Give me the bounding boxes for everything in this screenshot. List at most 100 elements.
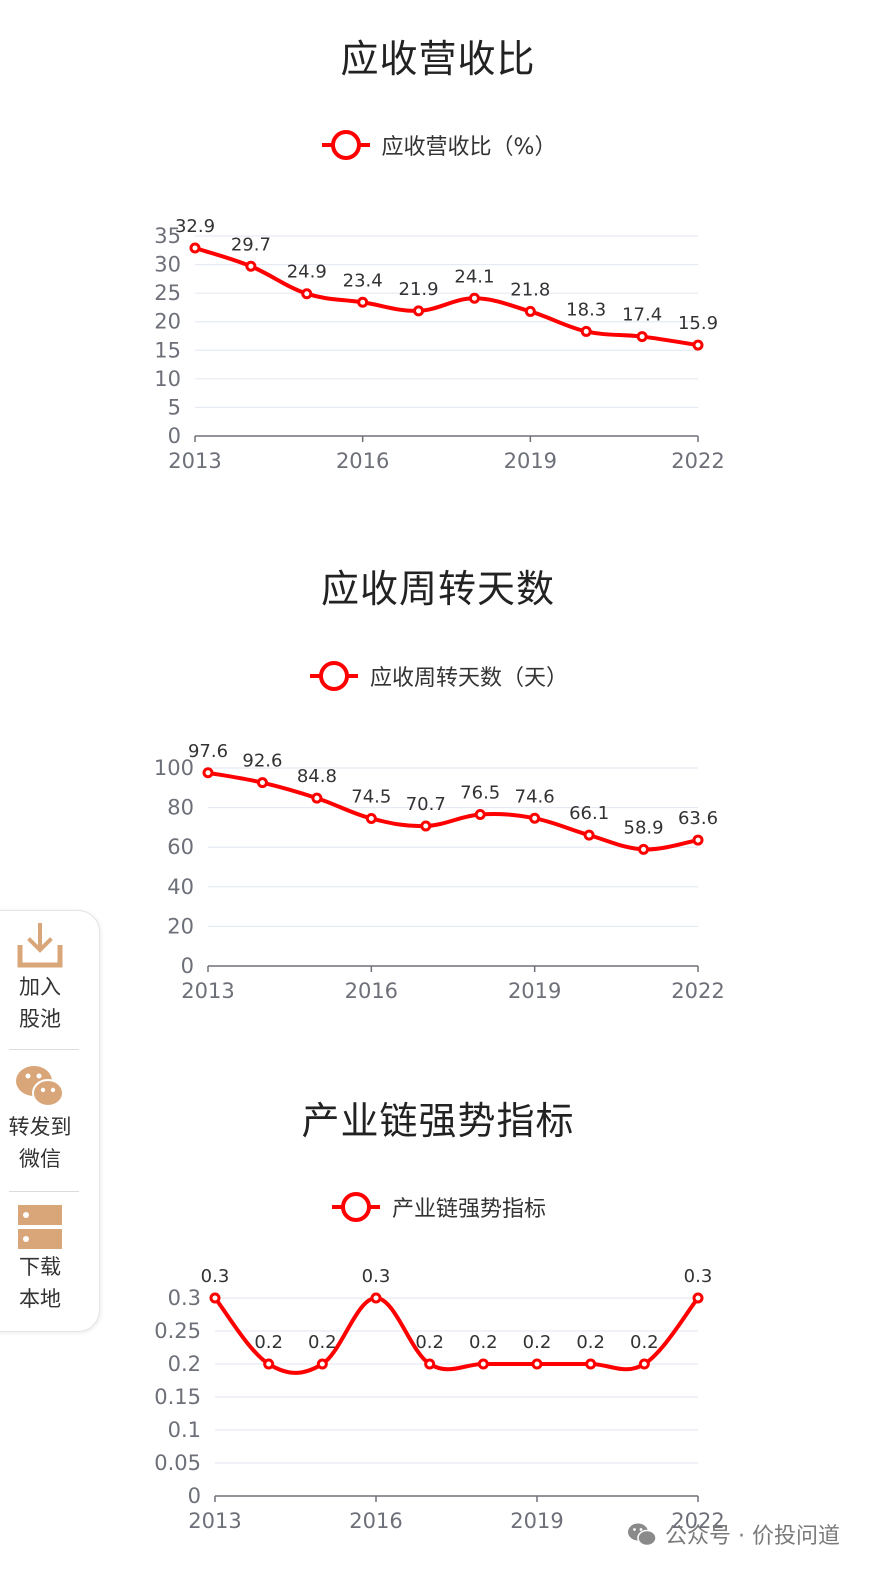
data-point (477, 1358, 489, 1370)
data-label: 24.1 (454, 266, 494, 287)
chart-legend[interactable]: 应收营收比（%） (0, 128, 876, 162)
data-label: 18.3 (566, 299, 606, 320)
chart-plot: 0 5 10 15 20 25 30 35 2013 2016 2019 2022 32.9 29.7 24… (154, 216, 724, 473)
data-point (638, 843, 650, 855)
data-label: 58.9 (624, 817, 664, 838)
data-label: 0.2 (523, 1332, 552, 1353)
data-label: 92.6 (242, 751, 282, 772)
download-local-button[interactable]: 下载 本地 (1, 1203, 79, 1315)
data-label: 0.2 (469, 1332, 498, 1353)
chart-legend[interactable]: 应收周转天数（天） (0, 659, 876, 693)
x-tick-label: 2013 (168, 449, 221, 473)
y-tick-label: 0.1 (168, 1418, 201, 1442)
y-tick-label: 0.05 (154, 1451, 201, 1475)
data-label: 97.6 (188, 741, 228, 762)
x-tick-label: 2016 (345, 979, 398, 1003)
data-label: 24.9 (287, 262, 327, 283)
data-label: 66.1 (569, 803, 609, 824)
data-label: 63.6 (678, 808, 718, 829)
y-tick-label: 40 (167, 875, 194, 899)
floating-action-bar: 加入 股池 转发到 微信 下载 本地 (0, 910, 100, 1332)
data-point (638, 1358, 650, 1370)
data-point (370, 1292, 382, 1304)
chart-plot: 0 20 40 60 80 100 2013 2016 2019 2022 97.6 92.6 84.8… (154, 741, 725, 1003)
legend-line-icon (321, 130, 370, 160)
y-tick-label: 20 (154, 310, 181, 334)
add-to-pool-button[interactable]: 加入 股池 (1, 921, 79, 1035)
data-label: 0.2 (576, 1332, 605, 1353)
data-label: 76.5 (460, 783, 500, 804)
y-tick-label: 5 (168, 395, 181, 419)
wechat-icon (16, 1066, 64, 1107)
data-point (580, 325, 592, 337)
data-point (585, 1358, 597, 1370)
data-label: 0.2 (415, 1332, 444, 1353)
data-label: 32.9 (175, 216, 215, 237)
data-label: 74.6 (515, 786, 555, 807)
data-label: 21.9 (399, 279, 439, 300)
data-label: 0.2 (630, 1332, 659, 1353)
y-tick-label: 20 (167, 914, 194, 938)
divider (9, 1191, 79, 1192)
x-tick-label: 2016 (349, 1509, 402, 1533)
chart-legend[interactable]: 产业链强势指标 (0, 1190, 876, 1224)
data-point (316, 1358, 328, 1370)
data-label: 84.8 (297, 766, 337, 787)
data-label: 74.5 (351, 786, 391, 807)
y-tick-label: 10 (154, 367, 181, 391)
data-label: 29.7 (231, 234, 271, 255)
x-tick-label: 2022 (671, 1509, 724, 1533)
x-tick-label: 2013 (188, 1509, 241, 1533)
x-tick-label: 2019 (504, 449, 557, 473)
legend-label: 应收营收比（%） (381, 135, 557, 160)
data-point (531, 1358, 543, 1370)
divider (9, 1049, 79, 1050)
data-point (189, 242, 201, 254)
data-label: 70.7 (406, 794, 446, 815)
data-point (468, 292, 480, 304)
data-point (202, 767, 214, 779)
data-label: 0.3 (362, 1266, 391, 1287)
y-tick-label: 100 (154, 756, 194, 780)
data-point (245, 260, 257, 272)
series-line (207, 770, 699, 852)
data-point (474, 809, 486, 821)
data-point (424, 1358, 436, 1370)
data-point (692, 834, 704, 846)
y-tick-label: 0.25 (154, 1319, 201, 1343)
legend-label: 产业链强势指标 (391, 1197, 546, 1222)
x-tick-label: 2013 (181, 979, 234, 1003)
series-line (194, 246, 699, 348)
series-line (213, 1296, 700, 1375)
x-tick-label: 2019 (508, 979, 561, 1003)
data-label: 0.2 (308, 1332, 337, 1353)
data-point (311, 792, 323, 804)
x-tick-label: 2019 (510, 1509, 563, 1533)
x-tick-label: 2016 (336, 449, 389, 473)
data-point (263, 1358, 275, 1370)
data-point (636, 331, 648, 343)
data-point (256, 777, 268, 789)
y-tick-label: 0 (188, 1484, 201, 1508)
share-wechat-button[interactable]: 转发到 微信 (1, 1061, 79, 1175)
data-point (301, 288, 313, 300)
data-label: 15.9 (678, 313, 718, 334)
data-point (413, 305, 425, 317)
y-tick-label: 80 (167, 796, 194, 820)
legend-label: 应收周转天数（天） (369, 666, 568, 691)
y-tick-label: 60 (167, 835, 194, 859)
data-point (529, 812, 541, 824)
data-label: 21.8 (510, 279, 550, 300)
data-label: 0.3 (684, 1266, 713, 1287)
watermark-text: 公众号 · 价投问道 (665, 1524, 840, 1549)
data-point (209, 1292, 221, 1304)
server-icon (18, 1205, 62, 1249)
watermark: 公众号 · 价投问道 (627, 1518, 840, 1550)
chart-title: 应收营收比 (340, 37, 536, 81)
share-wechat-label: 转发到 微信 (8, 1115, 72, 1171)
data-point (692, 339, 704, 351)
download-local-label: 下载 本地 (19, 1255, 61, 1311)
y-tick-label: 0.15 (154, 1385, 201, 1409)
data-label: 23.4 (343, 270, 383, 291)
y-tick-label: 0.3 (168, 1286, 201, 1310)
